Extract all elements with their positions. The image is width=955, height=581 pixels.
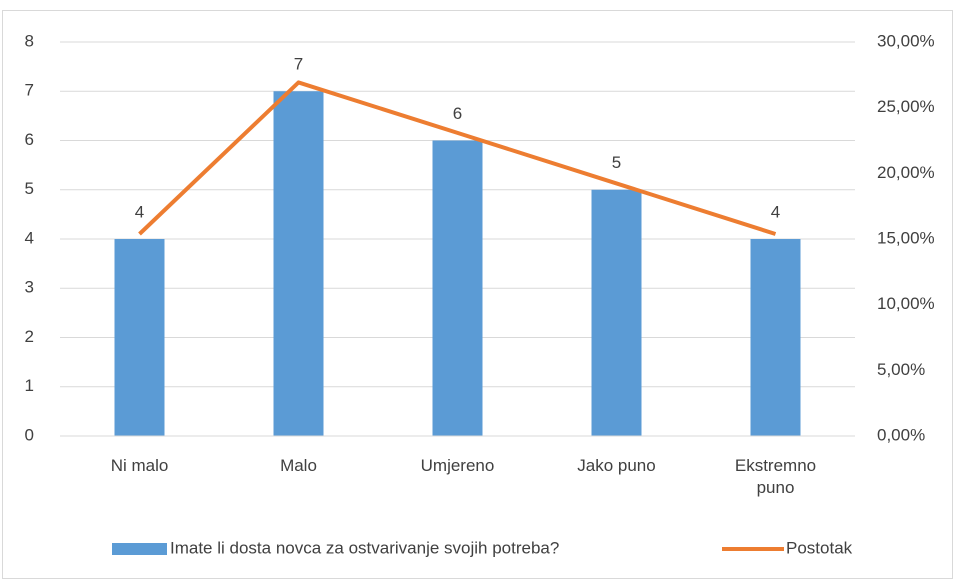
- y-tick-label: 0: [25, 425, 34, 444]
- x-tick-label: Umjereno: [420, 456, 495, 475]
- bar: [591, 189, 642, 436]
- y2-tick-label: 30,00%: [877, 31, 935, 50]
- legend-label: Postotak: [786, 538, 853, 557]
- y-tick-label: 5: [25, 179, 34, 198]
- legend-swatch: [112, 543, 167, 555]
- y2-tick-label: 25,00%: [877, 97, 935, 116]
- data-label: 4: [135, 202, 144, 221]
- data-label: 4: [771, 202, 780, 221]
- y-tick-label: 3: [25, 278, 34, 297]
- legend-label: Imate li dosta novca za ostvarivanje svo…: [170, 538, 559, 557]
- y2-tick-label: 10,00%: [877, 294, 935, 313]
- y2-tick-label: 0,00%: [877, 425, 925, 444]
- bar: [114, 239, 165, 436]
- bar: [273, 91, 324, 436]
- y2-tick-label: 15,00%: [877, 228, 935, 247]
- y-tick-label: 1: [25, 376, 34, 395]
- x-tick-label: Malo: [280, 456, 317, 475]
- bar: [432, 140, 483, 436]
- y-tick-label: 6: [25, 130, 34, 149]
- data-label: 6: [453, 104, 462, 123]
- x-tick-label: Jako puno: [577, 456, 656, 475]
- y-tick-label: 8: [25, 31, 34, 50]
- data-label: 5: [612, 153, 621, 172]
- y-tick-label: 7: [25, 81, 34, 100]
- bar: [750, 239, 801, 436]
- y-tick-label: 4: [25, 228, 34, 247]
- x-tick-label: Ni malo: [110, 456, 169, 475]
- chart-border: [2, 10, 953, 579]
- y2-tick-label: 5,00%: [877, 360, 925, 379]
- y-tick-label: 2: [25, 327, 34, 346]
- data-label: 7: [294, 55, 303, 74]
- y2-tick-label: 20,00%: [877, 163, 935, 182]
- line: [138, 80, 777, 236]
- x-tick-label: Ekstremno puno: [734, 456, 817, 497]
